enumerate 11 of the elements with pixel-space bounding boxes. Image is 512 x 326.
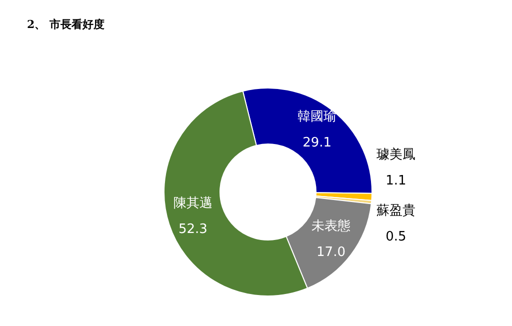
- data-label: 52.3: [178, 222, 208, 238]
- data-label: 29.1: [302, 136, 332, 151]
- data-label: 17.0: [316, 245, 346, 260]
- slice-label: 璩美鳳: [376, 146, 416, 162]
- data-label: 0.5: [386, 230, 406, 244]
- slice-label: 蘇盈貴: [376, 204, 416, 218]
- slice-label: 陳其邁: [173, 196, 212, 212]
- text: 2、 市長看好度: [27, 18, 104, 31]
- data-label: 1.1: [386, 174, 406, 188]
- slice-label: 未表態: [311, 219, 350, 234]
- slice-label: 韓國瑜: [298, 110, 337, 125]
